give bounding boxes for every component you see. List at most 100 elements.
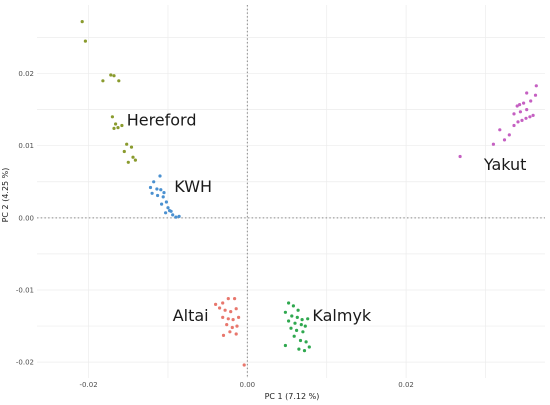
point-hereford <box>120 123 124 128</box>
group-label-kwh: KWH <box>174 177 212 196</box>
point-kalmyk <box>307 345 311 349</box>
group-label-kalmyk: Kalmyk <box>312 306 372 325</box>
point-yakut <box>524 116 528 120</box>
point-altai <box>226 317 230 321</box>
point-kwh <box>174 215 178 219</box>
point-hereford <box>117 79 121 83</box>
point-altai <box>223 308 227 312</box>
point-yakut <box>525 91 529 95</box>
point-hereford <box>126 160 130 164</box>
x-tick-label: -0.02 <box>80 381 98 389</box>
point-yakut <box>512 112 516 116</box>
point-yakut <box>498 128 502 132</box>
grid-lines <box>37 5 545 378</box>
group-label-hereford: Hereford <box>127 111 197 130</box>
point-hereford <box>112 126 116 130</box>
point-yakut <box>528 115 532 119</box>
point-altai <box>214 302 218 306</box>
point-kwh <box>166 206 170 210</box>
point-altai <box>231 318 235 322</box>
point-yakut <box>515 104 519 108</box>
x-tick-label: 0.02 <box>398 381 414 389</box>
point-kalmyk <box>301 330 305 334</box>
y-tick-label: 0.01 <box>18 142 34 150</box>
point-kwh <box>158 174 162 178</box>
point-kwh <box>152 180 156 184</box>
point-hereford <box>83 39 87 43</box>
point-hereford <box>116 126 120 130</box>
point-kalmyk <box>306 317 310 321</box>
point-yakut <box>502 138 507 142</box>
point-altai <box>237 315 241 319</box>
tick-labels: -0.02 0.00 0.02 -0.02 -0.01 0.00 0.01 0.02 <box>16 70 414 389</box>
point-altai <box>225 323 229 327</box>
group-label-yakut: Yakut <box>483 155 527 174</box>
point-kalmyk <box>292 334 296 338</box>
group-label-altai: Altai <box>173 306 209 325</box>
point-yakut <box>531 113 535 117</box>
point-altai <box>233 297 237 301</box>
point-altai <box>234 307 238 311</box>
point-kwh <box>160 202 164 206</box>
y-tick-label: 0.00 <box>18 214 34 222</box>
point-kwh <box>155 187 159 191</box>
point-yakut <box>518 110 523 114</box>
point-hereford <box>114 122 118 126</box>
point-kalmyk <box>295 315 299 319</box>
point-kalmyk <box>291 304 295 308</box>
point-altai <box>242 363 246 367</box>
point-altai <box>229 310 233 314</box>
point-kalmyk <box>300 318 304 322</box>
point-kwh <box>171 213 175 217</box>
point-yakut <box>518 103 522 107</box>
point-kwh <box>150 191 154 195</box>
x-axis-title: PC 1 (7.12 %) <box>265 392 320 401</box>
point-hereford <box>125 142 129 146</box>
point-altai <box>230 325 234 330</box>
y-tick-label: -0.02 <box>16 359 34 367</box>
y-axis-title: PC 2 (4.25 %) <box>1 168 10 223</box>
point-yakut <box>529 99 533 103</box>
point-yakut <box>491 142 495 146</box>
x-tick-label: 0.00 <box>240 381 256 389</box>
point-hereford <box>131 155 135 159</box>
point-kwh <box>162 191 166 195</box>
point-kwh <box>156 193 160 198</box>
y-tick-label: 0.02 <box>18 70 34 78</box>
point-yakut <box>534 84 538 88</box>
point-kwh <box>177 214 181 218</box>
point-kalmyk <box>283 310 287 314</box>
point-kalmyk <box>289 326 293 330</box>
point-hereford <box>110 115 114 119</box>
point-altai <box>234 332 238 336</box>
point-kalmyk <box>295 328 299 332</box>
zero-lines <box>37 5 545 378</box>
point-yakut <box>520 118 524 122</box>
point-kwh <box>168 209 172 213</box>
point-kalmyk <box>302 349 307 353</box>
point-hereford <box>129 145 134 149</box>
point-kalmyk <box>298 338 303 343</box>
point-kalmyk <box>303 324 307 328</box>
point-yakut <box>507 133 511 137</box>
point-altai <box>218 306 222 310</box>
point-kalmyk <box>293 321 297 325</box>
point-kwh <box>164 200 168 204</box>
point-altai <box>221 315 225 319</box>
point-altai <box>221 301 225 305</box>
point-kalmyk <box>297 347 301 351</box>
point-yakut <box>458 154 462 159</box>
point-kwh <box>148 185 153 190</box>
point-kwh <box>161 195 165 199</box>
point-kalmyk <box>287 301 291 305</box>
point-hereford <box>122 149 126 154</box>
data-points <box>80 20 538 367</box>
point-hereford <box>133 158 137 162</box>
point-kalmyk <box>299 323 303 327</box>
point-hereford <box>80 20 84 24</box>
point-kalmyk <box>287 319 291 323</box>
point-yakut <box>512 123 516 128</box>
point-kalmyk <box>304 340 308 344</box>
point-yakut <box>516 120 520 124</box>
